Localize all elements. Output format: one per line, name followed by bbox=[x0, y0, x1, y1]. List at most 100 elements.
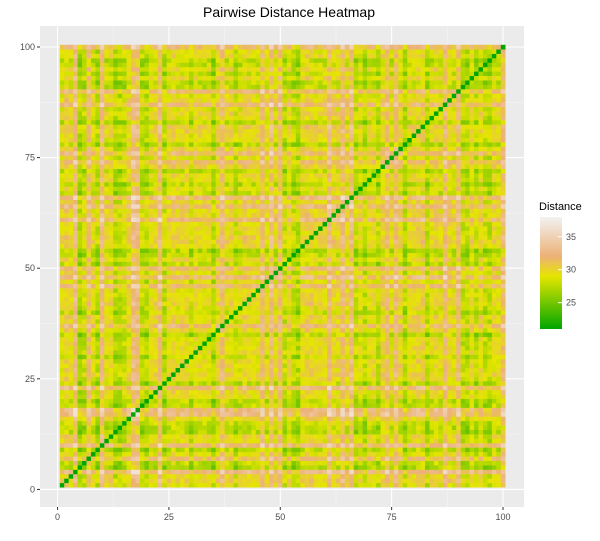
heatmap-cell bbox=[291, 460, 297, 466]
heatmap-cell bbox=[162, 248, 167, 254]
heatmap-cell bbox=[224, 261, 230, 267]
heatmap-cell bbox=[335, 381, 341, 386]
heatmap-cell bbox=[86, 376, 92, 382]
heatmap-cell bbox=[166, 283, 172, 289]
heatmap-cell bbox=[108, 252, 114, 258]
heatmap-cell bbox=[371, 465, 377, 470]
heatmap-cell bbox=[318, 456, 323, 461]
heatmap-cell bbox=[175, 389, 181, 395]
heatmap-cell bbox=[220, 442, 225, 448]
heatmap-cell bbox=[117, 257, 123, 262]
heatmap-cell bbox=[335, 266, 341, 271]
heatmap-cell bbox=[113, 186, 118, 192]
heatmap-cell bbox=[286, 336, 292, 342]
heatmap-cell bbox=[215, 376, 221, 382]
heatmap-cell bbox=[197, 177, 203, 183]
heatmap-cell bbox=[273, 310, 279, 315]
heatmap-cell bbox=[162, 482, 167, 488]
heatmap-cell bbox=[95, 460, 101, 466]
heatmap-cell bbox=[358, 274, 363, 280]
heatmap-cell bbox=[242, 226, 248, 231]
heatmap-cell bbox=[171, 456, 176, 461]
heatmap-cell bbox=[162, 173, 167, 178]
heatmap-cell bbox=[59, 301, 65, 307]
heatmap-cell bbox=[278, 283, 283, 289]
heatmap-cell bbox=[180, 434, 185, 439]
heatmap-cell bbox=[260, 319, 265, 324]
heatmap-cell bbox=[180, 412, 185, 417]
heatmap-cell bbox=[278, 363, 283, 369]
heatmap-cell-diagonal bbox=[295, 248, 301, 254]
heatmap-cell bbox=[139, 350, 145, 355]
heatmap-cell bbox=[286, 186, 292, 192]
heatmap-cell bbox=[131, 204, 136, 209]
heatmap-cell bbox=[304, 310, 310, 315]
heatmap-cell bbox=[260, 389, 265, 395]
heatmap-cell bbox=[148, 279, 154, 284]
heatmap-cell bbox=[353, 456, 359, 461]
heatmap-cell bbox=[246, 425, 252, 430]
heatmap-cell bbox=[273, 274, 279, 280]
heatmap-cell bbox=[166, 310, 172, 315]
heatmap-cell bbox=[153, 274, 159, 280]
heatmap-cell bbox=[251, 235, 257, 240]
heatmap-cell bbox=[255, 252, 261, 258]
heatmap-cell bbox=[273, 363, 279, 369]
heatmap-cell bbox=[86, 257, 92, 262]
heatmap-cell bbox=[68, 341, 74, 346]
heatmap-cell bbox=[242, 296, 248, 302]
heatmap-cell bbox=[344, 425, 350, 430]
heatmap-cell bbox=[171, 394, 176, 400]
heatmap-cell bbox=[224, 283, 230, 289]
heatmap-cell bbox=[278, 208, 283, 214]
heatmap-cell bbox=[90, 367, 96, 373]
heatmap-cell bbox=[304, 456, 310, 461]
heatmap-cell bbox=[188, 235, 194, 240]
heatmap-cell bbox=[139, 261, 145, 267]
heatmap-cell-diagonal bbox=[278, 266, 283, 271]
heatmap-cell bbox=[304, 482, 310, 488]
heatmap-cell bbox=[286, 429, 292, 435]
heatmap-cell bbox=[304, 226, 310, 231]
heatmap-cell bbox=[206, 190, 212, 196]
heatmap-cell bbox=[153, 465, 159, 470]
heatmap-cell bbox=[331, 473, 337, 479]
heatmap-cell bbox=[117, 394, 123, 400]
heatmap-cell bbox=[122, 230, 127, 236]
heatmap-cell bbox=[295, 376, 301, 382]
heatmap-cell bbox=[229, 438, 234, 444]
heatmap-cell bbox=[246, 376, 252, 382]
heatmap-cell bbox=[99, 243, 105, 249]
heatmap-cell bbox=[344, 460, 350, 466]
heatmap-cell bbox=[255, 190, 261, 196]
heatmap-cell bbox=[215, 199, 221, 205]
heatmap-cell bbox=[327, 385, 332, 391]
heatmap-cell bbox=[157, 394, 163, 400]
heatmap-cell bbox=[197, 252, 203, 258]
heatmap-cell bbox=[255, 341, 261, 346]
heatmap-cell bbox=[344, 372, 350, 377]
heatmap-cell bbox=[206, 354, 212, 360]
heatmap-cell bbox=[180, 372, 185, 377]
heatmap-cell bbox=[153, 469, 159, 475]
heatmap-cell bbox=[358, 226, 363, 231]
heatmap-cell bbox=[68, 412, 74, 417]
heatmap-cell bbox=[233, 425, 239, 430]
heatmap-cell bbox=[260, 252, 265, 258]
heatmap-cell bbox=[291, 354, 297, 360]
heatmap-cell-diagonal bbox=[367, 177, 372, 183]
heatmap-cell bbox=[126, 394, 132, 400]
heatmap-cell bbox=[135, 425, 141, 430]
heatmap-cell bbox=[77, 363, 83, 369]
heatmap-cell bbox=[358, 385, 363, 391]
heatmap-cell bbox=[166, 350, 172, 355]
heatmap-cell bbox=[144, 274, 150, 280]
heatmap-cell bbox=[242, 376, 248, 382]
heatmap-cell bbox=[367, 195, 372, 200]
heatmap-cell bbox=[90, 190, 96, 196]
heatmap-cell-diagonal bbox=[175, 367, 181, 373]
heatmap-cell bbox=[175, 190, 181, 196]
heatmap-cell bbox=[237, 358, 243, 364]
heatmap-cell bbox=[64, 469, 69, 475]
heatmap-cell-diagonal bbox=[269, 274, 274, 280]
